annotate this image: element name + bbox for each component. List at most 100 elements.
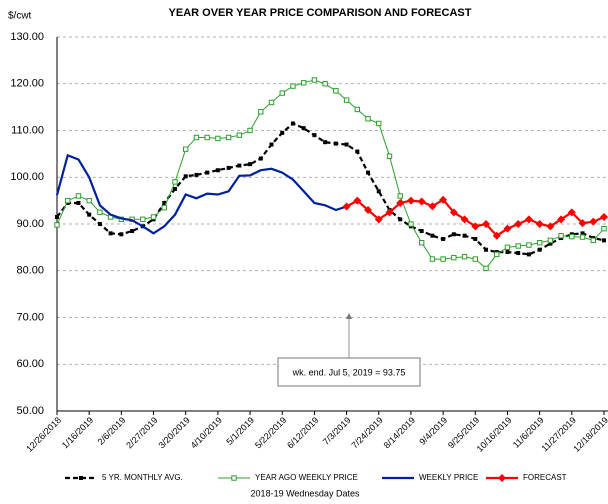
- marker: [354, 106, 361, 113]
- x-tick-label: 2/6/2019: [96, 415, 128, 447]
- x-tick-label: 12/26/2018: [24, 415, 63, 454]
- marker: [183, 174, 188, 179]
- marker: [406, 196, 415, 205]
- marker: [526, 242, 532, 248]
- marker: [602, 238, 606, 243]
- marker: [268, 99, 275, 106]
- legend-item: 5 YR. MONTHLY AVG.: [65, 473, 183, 482]
- legend-label: FORECAST: [523, 473, 567, 482]
- y-tick-label: 110.00: [11, 124, 44, 136]
- marker: [504, 244, 511, 251]
- x-tick-label: 10/16/2019: [475, 415, 514, 454]
- marker: [418, 240, 425, 246]
- x-tick-label: 1/16/2019: [60, 415, 95, 450]
- legend-label: YEAR AGO WEEKLY PRICE: [255, 473, 358, 482]
- marker: [290, 83, 296, 89]
- marker: [86, 197, 92, 204]
- x-tick-label: 2/27/2019: [124, 415, 159, 450]
- y-tick-label: 100.00: [10, 171, 44, 183]
- marker: [514, 220, 523, 228]
- marker: [312, 133, 317, 138]
- marker: [558, 232, 564, 239]
- x-tick-label: 5/22/2019: [253, 415, 288, 450]
- marker: [578, 219, 587, 228]
- marker: [600, 212, 608, 221]
- marker: [55, 214, 59, 219]
- marker: [150, 214, 157, 220]
- marker: [498, 474, 506, 482]
- marker: [505, 250, 510, 255]
- marker: [451, 254, 457, 261]
- marker: [461, 254, 468, 260]
- marker: [430, 233, 435, 238]
- y-tick-label: 70.00: [16, 311, 44, 323]
- marker: [247, 127, 253, 134]
- marker: [97, 209, 103, 216]
- marker: [439, 195, 448, 204]
- y-tick-label: 50.00: [16, 405, 44, 417]
- marker: [451, 232, 456, 237]
- marker: [65, 197, 71, 204]
- marker: [548, 241, 553, 246]
- marker: [119, 232, 124, 237]
- x-axis-label: 2018-19 Wednesday Dates: [251, 488, 360, 498]
- marker: [344, 142, 349, 147]
- marker: [492, 231, 501, 240]
- marker: [376, 189, 381, 194]
- marker: [355, 149, 360, 154]
- marker: [494, 251, 500, 258]
- marker: [258, 156, 263, 161]
- marker: [161, 204, 167, 211]
- marker: [398, 217, 403, 222]
- marker: [536, 240, 543, 246]
- marker: [205, 170, 210, 175]
- marker: [322, 81, 328, 87]
- marker: [482, 220, 491, 228]
- marker: [366, 170, 371, 175]
- marker: [419, 229, 424, 234]
- marker: [462, 233, 467, 238]
- marker: [547, 237, 554, 244]
- y-tick-label: 120.00: [10, 78, 44, 90]
- marker: [333, 88, 339, 94]
- marker: [449, 208, 458, 217]
- marker: [215, 168, 220, 173]
- marker: [172, 186, 177, 191]
- x-tick-label: 12/18/2019: [571, 415, 608, 454]
- marker: [567, 208, 576, 217]
- marker: [473, 236, 478, 241]
- marker: [162, 200, 167, 205]
- x-tick-label: 8/14/2019: [382, 415, 417, 450]
- marker: [374, 215, 383, 224]
- marker: [579, 234, 586, 240]
- marker: [108, 231, 113, 236]
- y-tick-label: 80.00: [16, 265, 44, 277]
- x-tick-label: 6/12/2019: [285, 415, 320, 450]
- marker: [440, 256, 446, 262]
- marker: [376, 120, 382, 127]
- marker: [204, 134, 210, 141]
- x-tick-label: 5/1/2019: [224, 415, 256, 447]
- marker: [589, 217, 598, 226]
- marker: [215, 135, 221, 142]
- marker: [460, 215, 469, 224]
- marker: [225, 134, 232, 141]
- marker: [87, 212, 92, 217]
- marker: [140, 216, 146, 223]
- series-line: [56, 122, 605, 256]
- marker: [483, 265, 489, 272]
- marker: [97, 222, 102, 226]
- marker: [537, 247, 542, 252]
- marker: [515, 243, 521, 249]
- legend-item: WEEKLY PRICE: [382, 473, 478, 482]
- series-line: [55, 153, 347, 235]
- marker: [193, 134, 200, 141]
- marker: [429, 256, 436, 262]
- marker: [279, 90, 285, 96]
- marker: [76, 200, 81, 205]
- marker: [364, 205, 373, 214]
- x-tick-label: 7/3/2019: [321, 415, 353, 447]
- marker: [484, 247, 489, 252]
- marker: [353, 196, 362, 205]
